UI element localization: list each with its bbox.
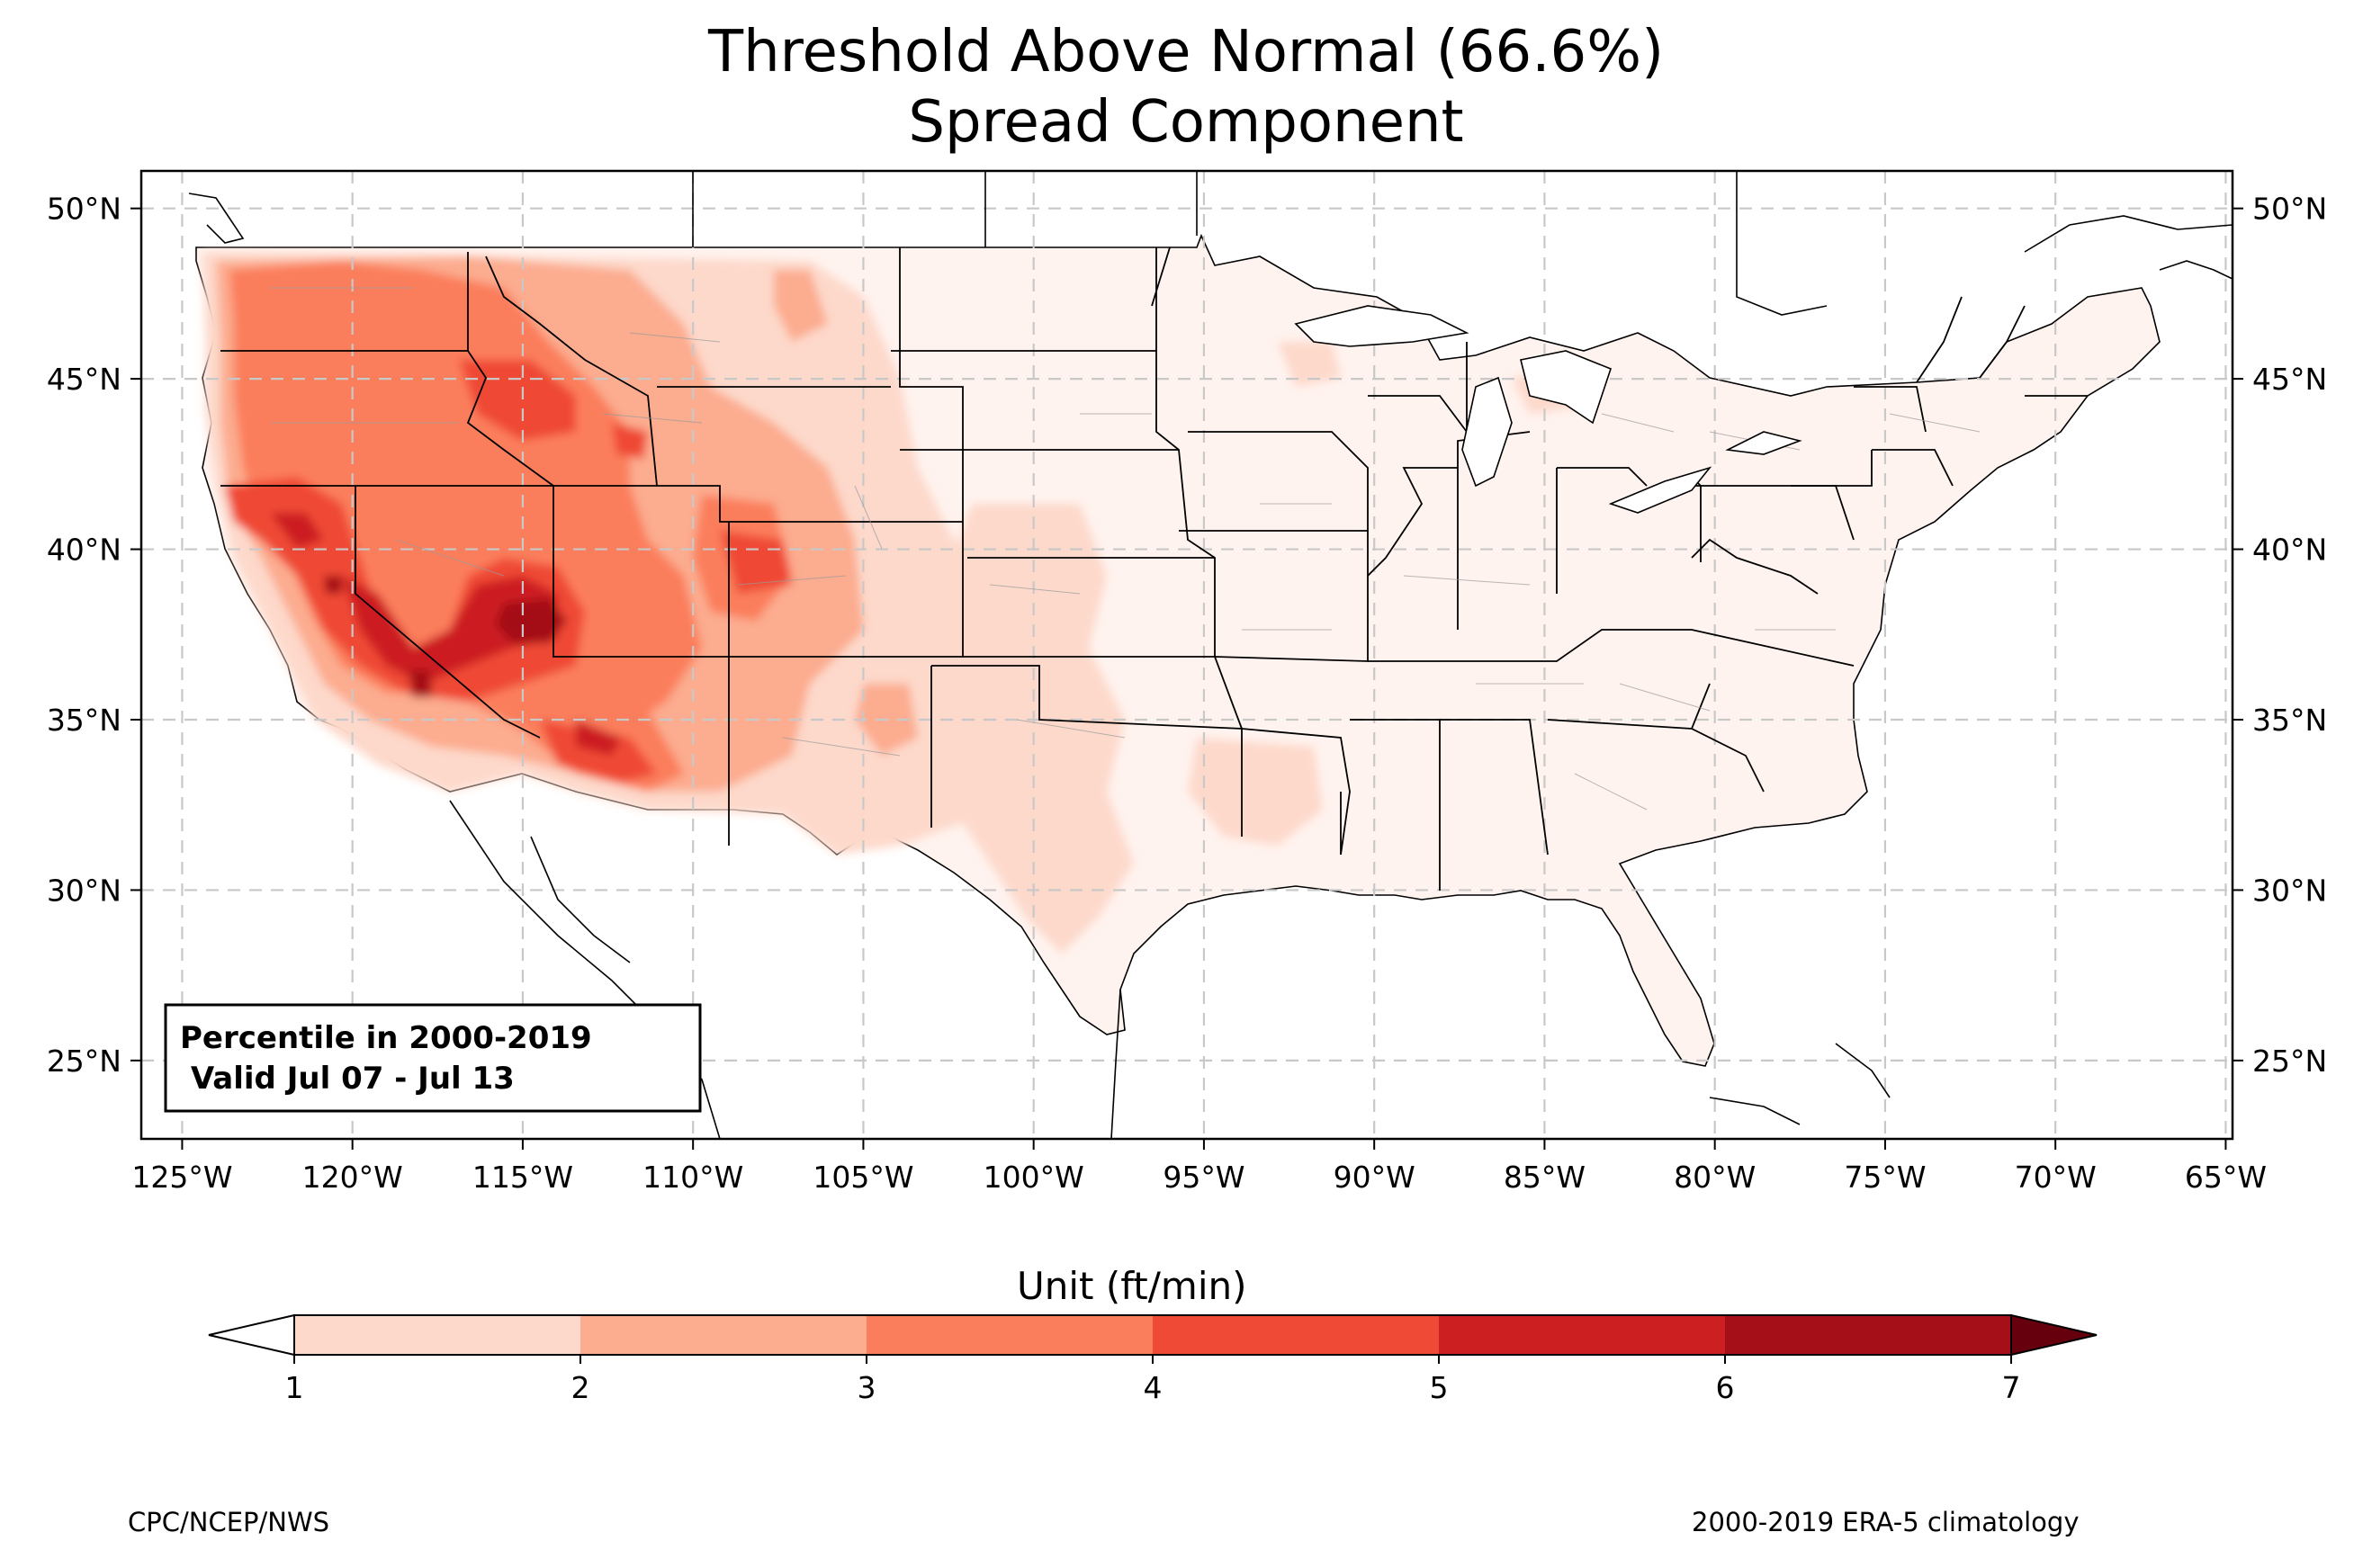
colorbar-label: Unit (ft/min) (1017, 1264, 1247, 1308)
lon-tick-label: 125°W (131, 1160, 232, 1195)
lat-tick-label-left: 45°N (47, 362, 121, 397)
colorbar-tick-label: 2 (571, 1370, 590, 1405)
lat-tick-label-left: 25°N (47, 1044, 121, 1079)
lat-tick-label-right: 25°N (2252, 1044, 2327, 1079)
lon-tick-label: 100°W (984, 1160, 1084, 1195)
colorbar-tick-label: 1 (285, 1370, 304, 1405)
colorbar-segment (294, 1315, 581, 1355)
lon-tick-label: 120°W (302, 1160, 403, 1195)
lon-tick-label: 70°W (2015, 1160, 2097, 1195)
footer-climatology: 2000-2019 ERA-5 climatology (1692, 1507, 2080, 1537)
info-box-line1: Percentile in 2000-2019 (180, 1020, 592, 1056)
lat-tick-label-left: 35°N (47, 703, 121, 738)
chart-title: Threshold Above Normal (66.6%) (707, 19, 1665, 85)
lat-tick-label-left: 30°N (47, 873, 121, 908)
colorbar-extend-high (2010, 1313, 2098, 1357)
colorbar-segment (1439, 1315, 1726, 1355)
lon-tick-label: 110°W (642, 1160, 743, 1195)
lat-labels-left: 50°N 45°N 40°N 35°N 30°N 25°N (47, 192, 141, 1079)
lon-tick-label: 115°W (472, 1160, 573, 1195)
colorbar: 1 2 3 4 5 6 7 (208, 1313, 2098, 1405)
colorbar-segment (580, 1315, 867, 1355)
colorbar-segment (1725, 1315, 2012, 1355)
colorbar-segment (1153, 1315, 1440, 1355)
lon-tick-label: 80°W (1674, 1160, 1756, 1195)
lat-tick-label-right: 30°N (2252, 873, 2327, 908)
lat-tick-label-right: 40°N (2252, 533, 2327, 568)
lon-tick-label: 105°W (813, 1160, 913, 1195)
map-frame (139, 169, 2234, 1141)
chart-subtitle: Spread Component (908, 89, 1464, 156)
colorbar-tick-label: 6 (1716, 1370, 1735, 1405)
colorbar-tick-label: 4 (1144, 1370, 1163, 1405)
colorbar-tick-label: 5 (1430, 1370, 1449, 1405)
lon-tick-label: 90°W (1334, 1160, 1415, 1195)
info-box: Percentile in 2000-2019 Valid Jul 07 - J… (164, 1003, 702, 1113)
lon-tick-label: 95°W (1163, 1160, 1244, 1195)
lat-tick-label-left: 40°N (47, 533, 121, 568)
map-gridlines (141, 171, 2233, 1139)
lat-tick-label-right: 45°N (2252, 362, 2327, 397)
lon-tick-label: 65°W (2185, 1160, 2267, 1195)
info-box-line2: Valid Jul 07 - Jul 13 (180, 1061, 515, 1097)
lat-tick-label-right: 50°N (2252, 192, 2327, 227)
great-lakes (1294, 305, 1802, 514)
colorbar-tick-label: 3 (858, 1370, 876, 1405)
lon-tick-label: 75°W (1844, 1160, 1926, 1195)
colorbar-extend-low (208, 1313, 295, 1357)
lat-tick-label-left: 50°N (47, 192, 121, 227)
country-lines (188, 171, 2233, 1139)
lon-labels: 125°W 120°W 115°W 110°W 105°W 100°W 95°W 90°W 85… (131, 1139, 2267, 1195)
footer-credit: CPC/NCEP/NWS (128, 1507, 330, 1537)
lon-tick-label: 85°W (1504, 1160, 1586, 1195)
lat-labels-right: 50°N 45°N 40°N 35°N 30°N 25°N (2233, 192, 2327, 1079)
colorbar-tick-label: 7 (2002, 1370, 2021, 1405)
colorbar-segment (867, 1315, 1154, 1355)
lat-tick-label-right: 35°N (2252, 703, 2327, 738)
